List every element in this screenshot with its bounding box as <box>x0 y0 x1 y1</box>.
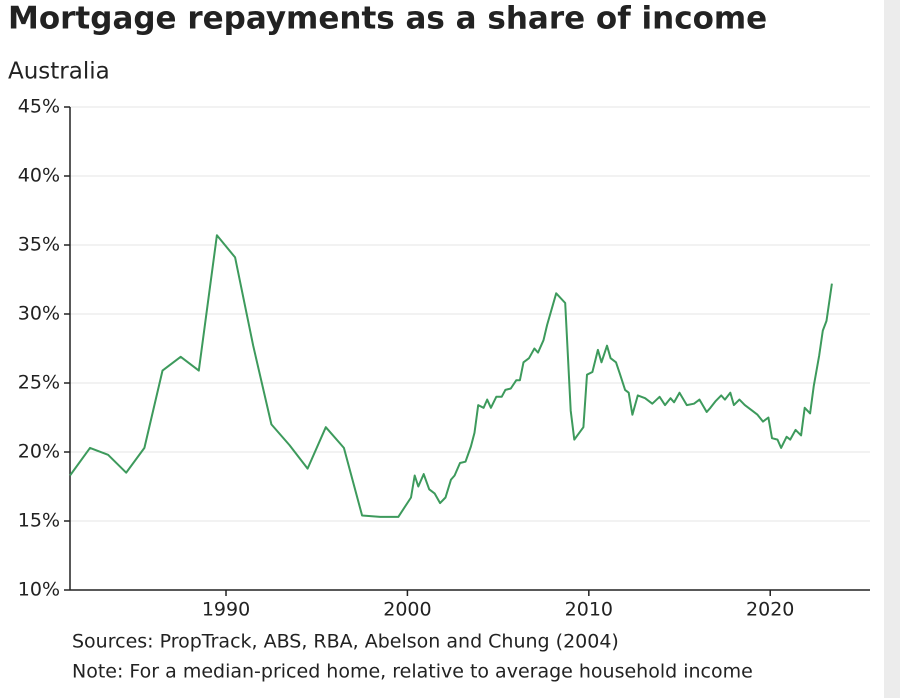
y-tick-label: 15% <box>18 510 60 532</box>
y-tick-label: 25% <box>18 372 60 394</box>
chart-title: Mortgage repayments as a share of income <box>8 1 767 37</box>
x-tick-label: 1990 <box>202 599 250 621</box>
y-tick-label: 30% <box>18 303 60 325</box>
y-tick-label: 45% <box>18 96 60 118</box>
x-tick-label: 2000 <box>383 599 431 621</box>
footnote: Note: For a median-priced home, relative… <box>72 661 753 683</box>
y-tick-label: 35% <box>18 234 60 256</box>
source-note: Sources: PropTrack, ABS, RBA, Abelson an… <box>72 631 619 653</box>
chart-subtitle: Australia <box>8 59 110 85</box>
x-tick-label: 2020 <box>746 599 794 621</box>
y-tick-label: 10% <box>18 579 60 601</box>
x-tick-label: 2010 <box>565 599 613 621</box>
scrollbar <box>884 0 900 698</box>
y-tick-label: 20% <box>18 441 60 463</box>
data-line <box>69 234 833 518</box>
y-tick-label: 40% <box>18 165 60 187</box>
